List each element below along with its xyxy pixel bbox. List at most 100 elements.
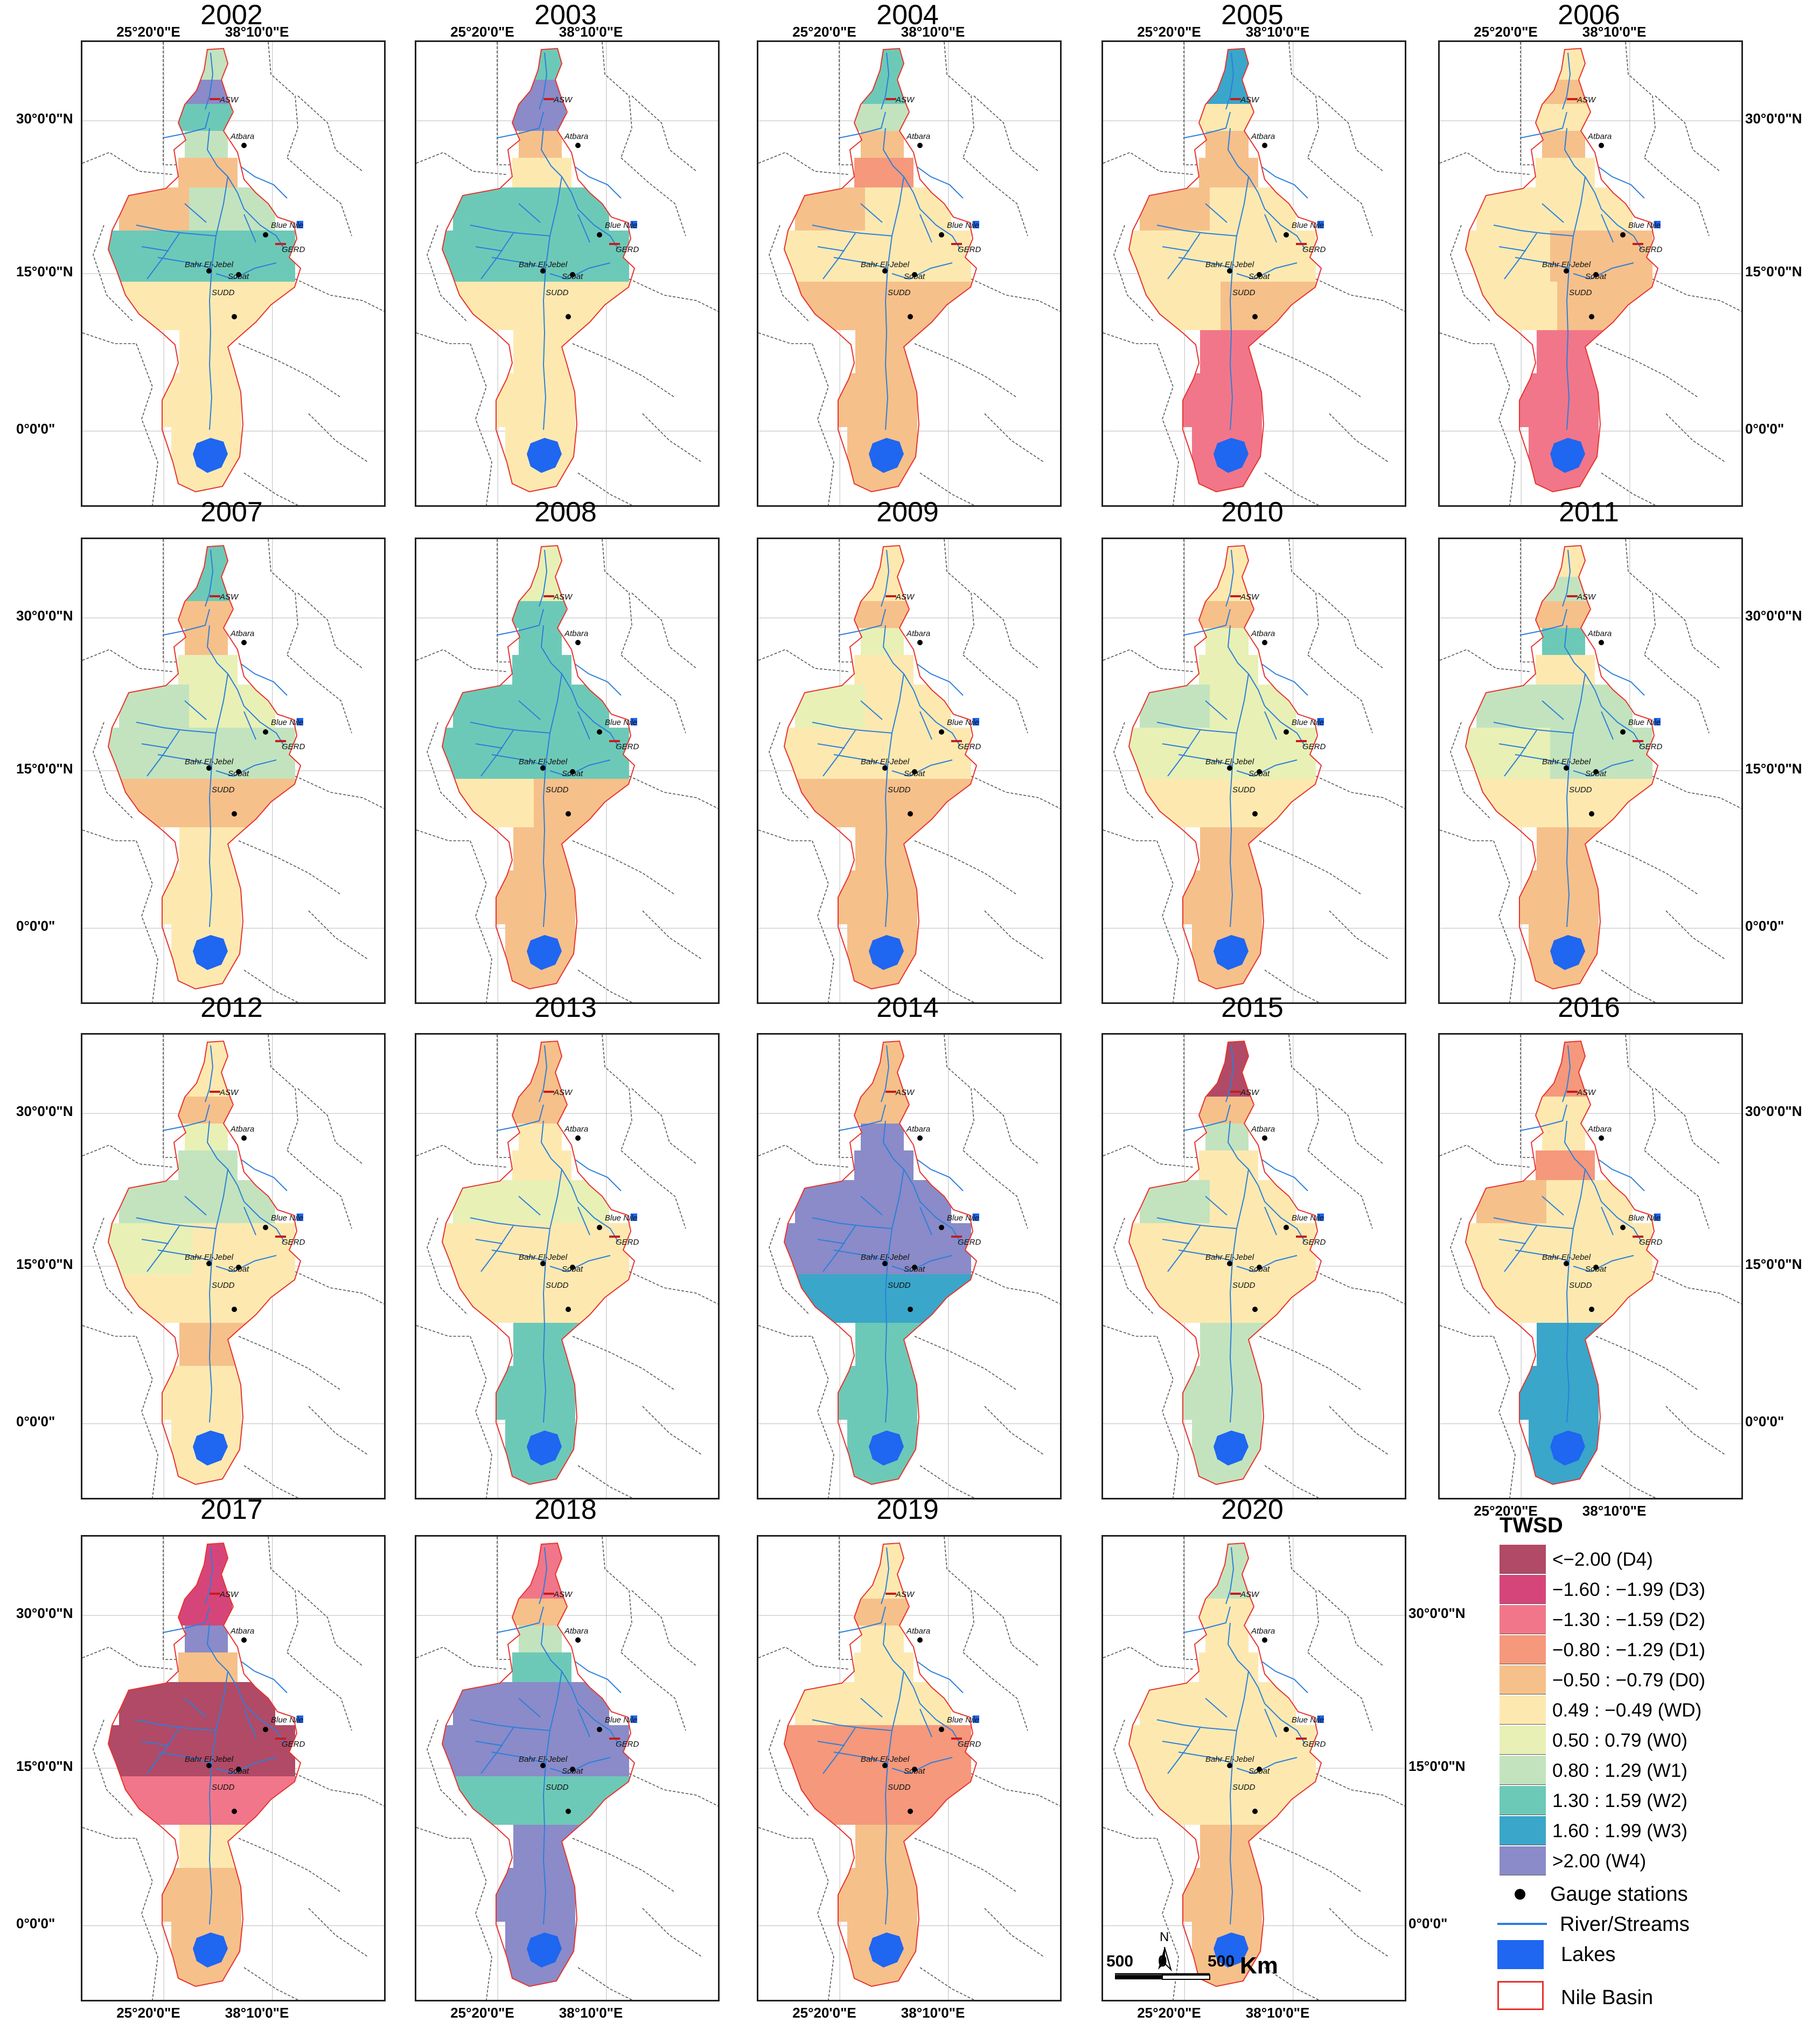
place-label-bahr_el_jebel: Bahr El-Jebel (861, 260, 910, 269)
latitude-label: 15°0'0"N (16, 761, 73, 777)
place-label-bahr_el_jebel: Bahr El-Jebel (519, 260, 568, 269)
map-panel-2004: 2004 Atbara Blue Nile GERD Bahr El-Jebel Soba… (692, 0, 1123, 549)
twsd-zone-d2 (1176, 373, 1262, 427)
map-panel-2018: 2018 Atbara Blue Nile GERD Bahr El-Jebel Soba… (350, 1494, 781, 2044)
place-label-gerd: GERD (616, 742, 639, 751)
gauge-station-dot-icon (1515, 1889, 1525, 1900)
twsd-zone-wd (179, 1825, 260, 1868)
nile-basin-map: Atbara Blue Nile GERD Bahr El-Jebel Sobat SUD… (758, 1537, 1060, 2000)
longitude-label: 25°20'0"E (450, 2005, 514, 2021)
gauge-station-dot (597, 729, 602, 735)
river-line (208, 673, 228, 831)
river-line (1520, 111, 1567, 138)
river-line (208, 332, 213, 430)
twsd-zone-w4 (861, 1124, 904, 1150)
river-line-icon (1497, 1923, 1547, 1925)
twsd-zone-d3 (173, 1599, 232, 1626)
country-border (427, 1217, 468, 1315)
place-label-atbara: Atbara (230, 132, 254, 141)
place-label-bahr_el_jebel: Bahr El-Jebel (861, 1253, 910, 1262)
river-line (839, 1104, 886, 1131)
country-border (295, 1773, 384, 1806)
gauge-station-dot (540, 1261, 546, 1266)
scale-unit-label: Km (1240, 1952, 1278, 1979)
twsd-zone-w1 (178, 1150, 238, 1180)
lake-tana (297, 718, 303, 725)
twsd-zone-w1 (119, 1180, 189, 1223)
river-line (1183, 1606, 1231, 1633)
country-border (243, 969, 298, 1002)
latitude-label: 15°0'0"N (16, 263, 73, 280)
river-line (206, 128, 238, 193)
country-border (1652, 776, 1741, 809)
river-line (480, 1225, 514, 1272)
river-line (812, 225, 892, 236)
place-label-atbara: Atbara (230, 1627, 254, 1636)
country-border (919, 969, 974, 1002)
twsd-zone-d0 (855, 1825, 936, 1868)
place-label-sudd: SUDD (888, 288, 911, 297)
map-frame: Atbara Blue Nile GERD Bahr El-Jebel Sobat SUD… (81, 1535, 386, 2001)
lake-victoria (1550, 438, 1585, 473)
place-label-asw: ASW (219, 1088, 239, 1097)
place-label-atbara: Atbara (1251, 1627, 1275, 1636)
twsd-zone-d0 (831, 1868, 917, 1922)
river-line (208, 1671, 228, 1828)
country-border (963, 654, 1028, 734)
lake-swatch (1497, 1940, 1544, 1969)
twsd-zone-w1 (1200, 1323, 1281, 1366)
twsd-zone-wd (876, 546, 918, 577)
country-border (1264, 472, 1319, 505)
twsd-zone-w0 (523, 1180, 609, 1223)
twsd-zones (784, 546, 977, 989)
country-border (163, 539, 190, 662)
river-line (1566, 1169, 1586, 1326)
twsd-zone-d0 (1512, 870, 1599, 924)
longitude-label: 38°10'0"E (1245, 2005, 1310, 2021)
map-panel-2010: 2010 Atbara Blue Nile GERD Bahr El-Jebel Soba… (1037, 497, 1468, 1047)
twsd-zone-w1 (185, 131, 228, 158)
place-label-atbara: Atbara (906, 132, 930, 141)
twsd-zone-w2 (489, 1366, 575, 1420)
country-border (984, 1908, 1044, 1957)
river-line (136, 1217, 217, 1229)
twsd-zone-d0 (173, 601, 232, 628)
country-border (572, 840, 675, 895)
river-line (1562, 52, 1571, 110)
latitude-label: 0°0'0" (1745, 421, 1784, 437)
country-border (602, 42, 632, 158)
country-border (238, 1336, 341, 1391)
lake-tana (631, 221, 637, 228)
place-label-gerd: GERD (616, 1740, 639, 1749)
gauge-station-dot (882, 765, 888, 771)
river-line (1229, 1671, 1249, 1828)
river-line (470, 722, 550, 734)
lake-victoria (527, 1431, 562, 1466)
country-border (297, 1590, 363, 1666)
legend-swatch (1500, 1756, 1546, 1785)
dam-marker (609, 740, 620, 742)
lake-victoria (1214, 438, 1249, 473)
country-border (238, 343, 341, 398)
twsd-zone-wd (1194, 104, 1253, 131)
country-border (1655, 592, 1720, 669)
river-line (891, 1757, 953, 1775)
place-label-atbara: Atbara (564, 132, 588, 141)
twsd-zone-d0 (489, 870, 575, 924)
place-label-sobat: Sobat (1585, 272, 1607, 281)
place-label-sobat: Sobat (904, 272, 925, 281)
river-line (243, 1708, 256, 1738)
twsd-zone-wd (1194, 1599, 1253, 1626)
nile-basin-outline (441, 545, 636, 990)
place-label-sobat: Sobat (228, 1265, 249, 1274)
country-border (963, 1652, 1028, 1731)
place-label-gerd: GERD (958, 245, 981, 254)
gauge-station-dot (570, 272, 575, 277)
country-border (914, 840, 1017, 895)
country-border (1655, 95, 1720, 172)
gauge-station-dot (1589, 1307, 1594, 1312)
river-line (1264, 1708, 1277, 1738)
river-line (497, 111, 544, 138)
gauge-station-dot (1284, 1225, 1289, 1230)
twsd-zone-w2 (453, 685, 523, 728)
